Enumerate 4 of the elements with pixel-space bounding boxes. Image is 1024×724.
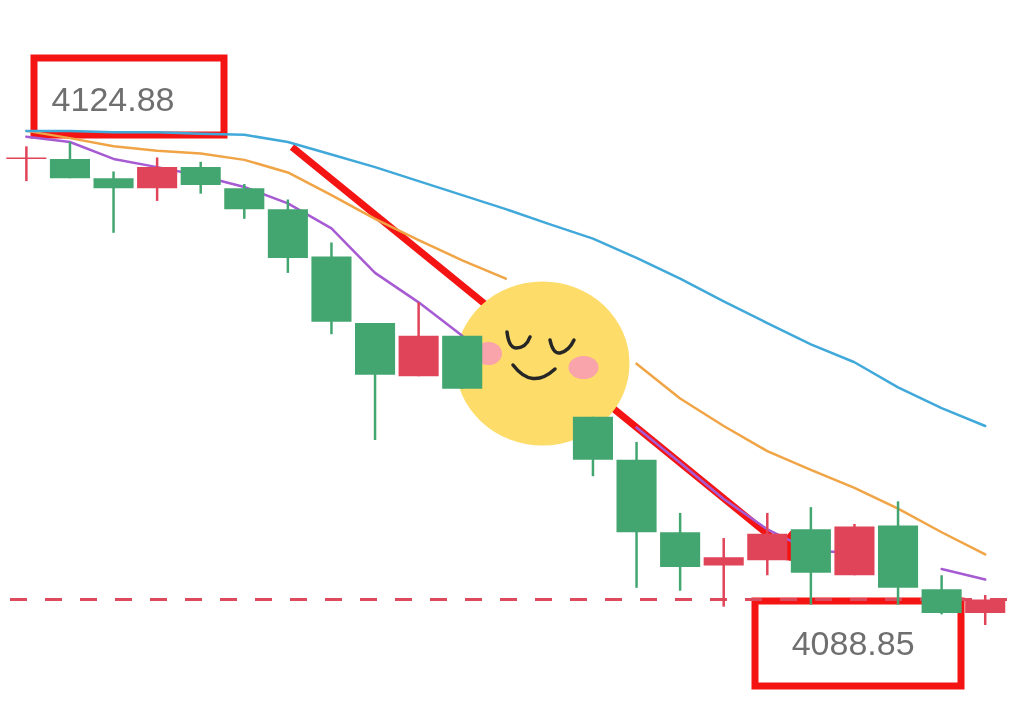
candlestick [6,145,47,183]
text: 4124.88 [52,80,175,118]
annotation: 4088.85 [792,624,916,662]
candlestick [93,170,134,235]
